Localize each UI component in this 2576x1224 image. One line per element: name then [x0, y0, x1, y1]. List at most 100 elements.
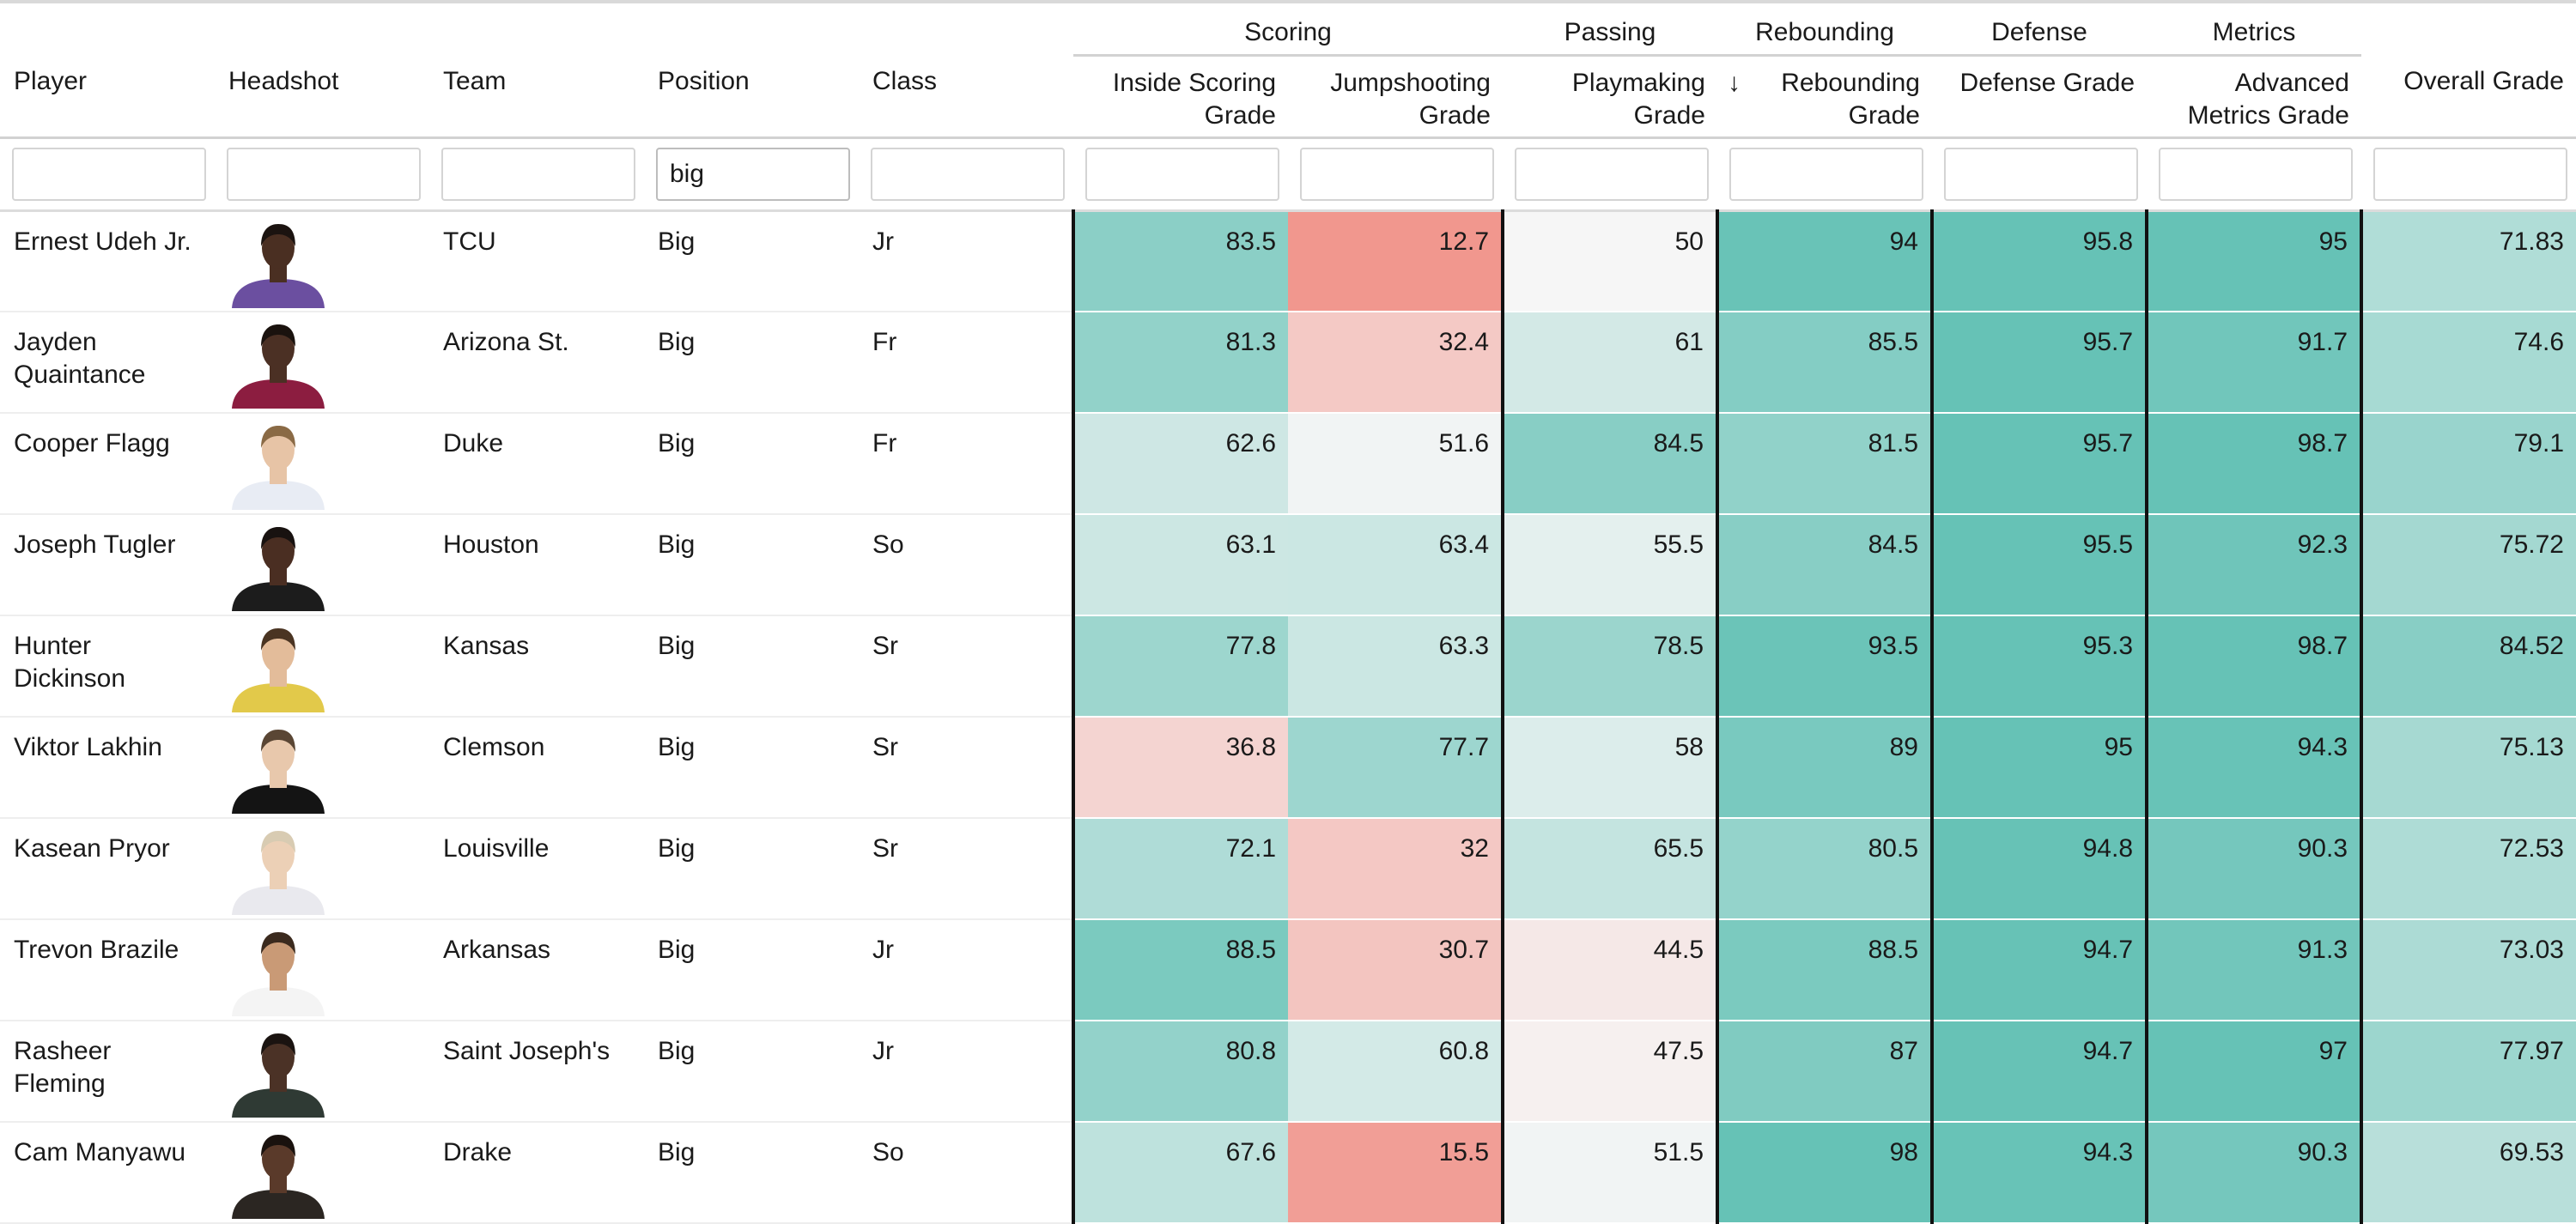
cell-headshot	[215, 919, 429, 1021]
player-headshot-image	[232, 730, 325, 814]
col-header-jumpshooting[interactable]: Jumpshooting Grade	[1288, 55, 1503, 139]
col-header-overall[interactable]: Overall Grade	[2361, 55, 2576, 139]
column-group-passing-label: Passing	[1564, 17, 1656, 46]
filter-input-advanced-metrics[interactable]	[2159, 147, 2353, 201]
table-row: Trevon Brazile Arkansas Big Jr 88.5 30.7 44.5 8…	[0, 919, 2576, 1021]
col-header-playmaking[interactable]: Playmaking Grade	[1503, 55, 1717, 139]
cell-playmaking-grade: 65.5	[1501, 818, 1717, 920]
cell-advanced-metrics-grade: 98.7	[2145, 615, 2361, 718]
filter-input-player[interactable]	[12, 147, 206, 201]
cell-overall-grade: 84.52	[2360, 615, 2576, 718]
cell-player: Joseph Tugler	[0, 514, 215, 616]
table-row: Viktor Lakhin Clemson Big Sr 36.8 77.7 58 89 95 9…	[0, 717, 2576, 819]
col-header-class-label: Class	[872, 67, 938, 95]
cell-headshot	[215, 615, 429, 718]
cell-position: Big	[644, 1021, 859, 1123]
filter-cell-class	[859, 137, 1073, 212]
cell-class: So	[859, 1122, 1073, 1224]
filter-input-headshot[interactable]	[227, 147, 421, 201]
player-headshot-image	[232, 831, 325, 915]
filter-cell-overall	[2361, 137, 2576, 212]
cell-inside-scoring-grade: 63.1	[1072, 514, 1288, 616]
cell-class: So	[859, 514, 1073, 616]
cell-jumpshooting-grade: 63.3	[1288, 615, 1503, 718]
col-header-team-label: Team	[443, 67, 507, 95]
filter-input-playmaking[interactable]	[1515, 147, 1709, 201]
cell-jumpshooting-grade: 12.7	[1288, 210, 1503, 312]
col-header-class[interactable]: Class	[859, 55, 1073, 139]
cell-rebounding-grade: 89	[1716, 717, 1932, 819]
cell-rebounding-grade: 94	[1716, 210, 1932, 312]
col-header-rebounding-label: Rebounding Grade	[1781, 68, 1920, 130]
filter-input-inside-scoring[interactable]	[1085, 147, 1279, 201]
cell-advanced-metrics-grade: 90.3	[2145, 1122, 2361, 1224]
cell-advanced-metrics-grade: 98.7	[2145, 413, 2361, 515]
filter-cell-advanced-metrics	[2147, 137, 2361, 212]
cell-advanced-metrics-grade: 95	[2145, 210, 2361, 312]
cell-position: Big	[644, 413, 859, 515]
col-header-jumpshooting-label: Jumpshooting Grade	[1330, 68, 1491, 130]
column-group-scoring-label: Scoring	[1244, 17, 1332, 46]
col-header-headshot-label: Headshot	[228, 67, 339, 95]
filter-input-defense[interactable]	[1944, 147, 2138, 201]
col-header-defense[interactable]: Defense Grade	[1932, 55, 2147, 139]
column-group-defense-label: Defense	[1991, 17, 2087, 46]
cell-position: Big	[644, 615, 859, 718]
cell-rebounding-grade: 93.5	[1716, 615, 1932, 718]
cell-defense-grade: 95.5	[1930, 514, 2147, 616]
cell-overall-grade: 71.83	[2360, 210, 2576, 312]
cell-rebounding-grade: 81.5	[1716, 413, 1932, 515]
cell-overall-grade: 75.13	[2360, 717, 2576, 819]
table-body: Ernest Udeh Jr. TCU Big Jr 83.5 12.7 50 94 95.8 9…	[0, 210, 2576, 1224]
player-headshot-image	[232, 628, 325, 712]
cell-headshot	[215, 413, 429, 515]
col-header-headshot[interactable]: Headshot	[215, 55, 429, 139]
col-header-player[interactable]: Player	[0, 55, 215, 139]
filter-input-rebounding[interactable]	[1729, 147, 1923, 201]
cell-inside-scoring-grade: 83.5	[1072, 210, 1288, 312]
cell-inside-scoring-grade: 77.8	[1072, 615, 1288, 718]
cell-player: Hunter Dickinson	[0, 615, 215, 718]
col-header-playmaking-label: Playmaking Grade	[1571, 68, 1705, 130]
col-header-advanced-metrics[interactable]: Advanced Metrics Grade	[2147, 55, 2361, 139]
filter-input-position[interactable]	[656, 147, 850, 201]
table-row: Cooper Flagg Duke Big Fr 62.6 51.6 84.5 81.5 95.…	[0, 413, 2576, 515]
cell-team: TCU	[429, 210, 644, 312]
col-header-inside-scoring[interactable]: Inside Scoring Grade	[1073, 55, 1288, 139]
cell-advanced-metrics-grade: 90.3	[2145, 818, 2361, 920]
cell-player: Viktor Lakhin	[0, 717, 215, 819]
filter-input-class[interactable]	[871, 147, 1065, 201]
cell-player: Jayden Quaintance	[0, 312, 215, 414]
cell-team: Houston	[429, 514, 644, 616]
filter-cell-team	[429, 137, 644, 212]
column-group-passing: Passing	[1503, 0, 1717, 57]
table-row: Cam Manyawu Drake Big So 67.6 15.5 51.5 98 94.3 9…	[0, 1122, 2576, 1224]
cell-class: Jr	[859, 1021, 1073, 1123]
col-header-rebounding[interactable]: ↓ Rebounding Grade	[1717, 55, 1932, 139]
column-group-metrics: Metrics	[2147, 0, 2361, 57]
column-group-defense: Defense	[1932, 0, 2147, 57]
col-header-position[interactable]: Position	[644, 55, 859, 139]
cell-class: Fr	[859, 413, 1073, 515]
cell-headshot	[215, 1021, 429, 1123]
filter-input-team[interactable]	[441, 147, 635, 201]
cell-jumpshooting-grade: 77.7	[1288, 717, 1503, 819]
cell-advanced-metrics-grade: 91.7	[2145, 312, 2361, 414]
player-headshot-image	[232, 527, 325, 611]
cell-player: Rasheer Fleming	[0, 1021, 215, 1123]
cell-position: Big	[644, 818, 859, 920]
cell-class: Jr	[859, 919, 1073, 1021]
cell-team: Louisville	[429, 818, 644, 920]
filter-input-jumpshooting[interactable]	[1300, 147, 1494, 201]
cell-rebounding-grade: 98	[1716, 1122, 1932, 1224]
cell-playmaking-grade: 61	[1501, 312, 1717, 414]
cell-overall-grade: 79.1	[2360, 413, 2576, 515]
cell-playmaking-grade: 50	[1501, 210, 1717, 312]
column-group-rebounding-label: Rebounding	[1755, 17, 1894, 46]
filter-cell-headshot	[215, 137, 429, 212]
cell-playmaking-grade: 84.5	[1501, 413, 1717, 515]
col-header-team[interactable]: Team	[429, 55, 644, 139]
cell-overall-grade: 75.72	[2360, 514, 2576, 616]
filter-input-overall[interactable]	[2373, 147, 2567, 201]
